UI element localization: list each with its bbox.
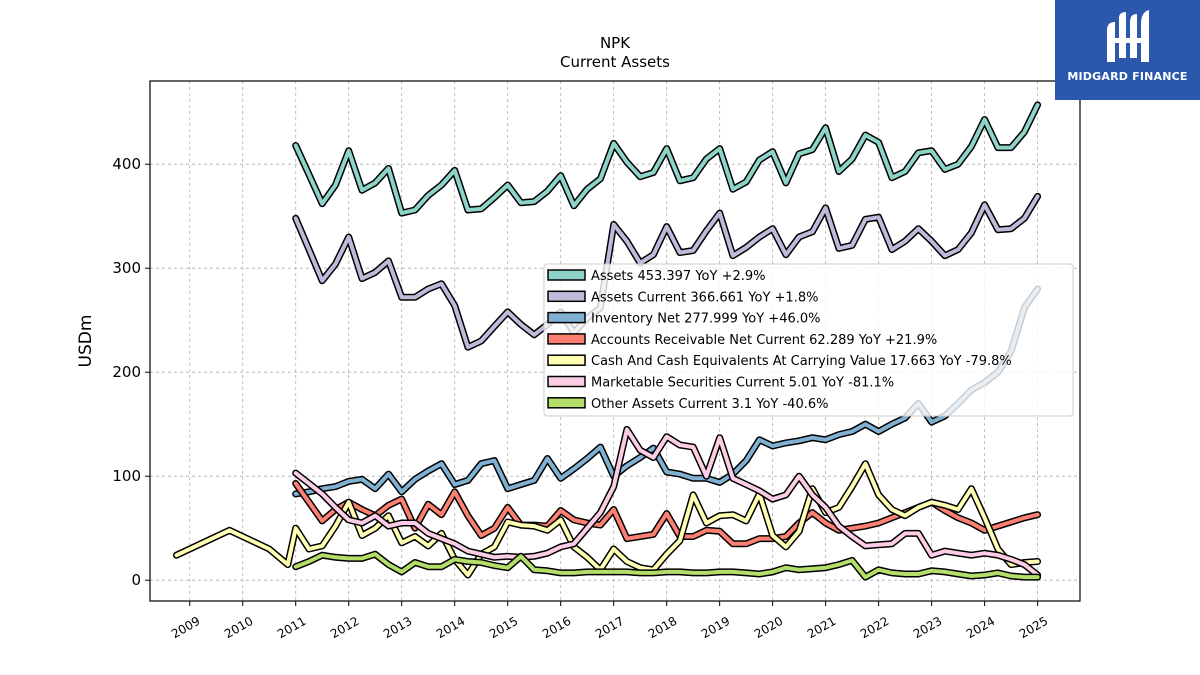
y-tick-label: 300	[112, 259, 141, 277]
series-line-cash-and-cash-equivalents-at-carrying-value	[174, 461, 1040, 577]
legend-swatch	[547, 269, 586, 281]
x-tick-label: 2020	[752, 614, 785, 641]
x-tick-label: 2025	[1017, 614, 1050, 641]
legend-box	[543, 263, 1074, 417]
x-tick-label: 2016	[540, 614, 573, 641]
legend-swatch	[547, 354, 586, 366]
legend-swatch	[547, 397, 586, 409]
legend-entry: Marketable Securities Current 5.01 YoY -…	[591, 376, 894, 391]
legend-entry: Accounts Receivable Net Current 62.289 Y…	[591, 333, 937, 348]
x-tick-label: 2022	[858, 614, 891, 641]
legend-swatch	[547, 375, 586, 388]
legend-entry: Inventory Net 277.999 YoY +46.0%	[591, 312, 821, 327]
series-line-accounts-receivable-net-current	[293, 481, 1040, 546]
x-tick-label: 2015	[487, 614, 520, 641]
legend-swatch	[547, 311, 586, 324]
y-axis-label: USDm	[76, 315, 96, 368]
x-tick-label: 2023	[911, 614, 944, 641]
x-tick-label: 2024	[964, 614, 997, 641]
legend-swatch	[547, 290, 586, 303]
legend-swatch	[547, 333, 586, 345]
series-line-other-assets-current	[293, 552, 1040, 580]
chart-subtitle: Current Assets	[560, 53, 670, 71]
x-tick-label: 2009	[169, 614, 202, 641]
x-tick-label: 2013	[381, 614, 414, 641]
x-tick-label: 2021	[805, 614, 838, 641]
y-tick-label: 100	[112, 467, 141, 485]
y-tick-label: 0	[131, 571, 141, 589]
chart-title: NPK	[600, 34, 631, 52]
x-tick-label: 2017	[593, 614, 626, 641]
brand-logo: MIDGARD FINANCE	[1055, 0, 1200, 100]
y-tick-label: 200	[112, 363, 141, 381]
series-line-assets-current	[293, 194, 1040, 350]
x-tick-label: 2012	[328, 614, 361, 641]
legend-entry: Other Assets Current 3.1 YoY -40.6%	[591, 397, 828, 412]
series-line-assets	[293, 102, 1040, 216]
x-tick-label: 2018	[646, 614, 679, 641]
midgard-logo-icon	[1107, 10, 1149, 62]
plot-frame	[149, 80, 1081, 602]
legend-entry: Assets 453.397 YoY +2.9%	[591, 269, 766, 284]
logo-text: MIDGARD FINANCE	[1067, 70, 1188, 83]
series-line-marketable-securities-current	[293, 427, 1040, 577]
x-tick-label: 2014	[434, 614, 467, 641]
x-tick-label: 2010	[222, 614, 255, 641]
y-tick-label: 400	[112, 155, 141, 173]
x-tick-label: 2011	[275, 614, 308, 641]
legend-entry: Cash And Cash Equivalents At Carrying Va…	[591, 354, 1012, 369]
legend: Assets 453.397 YoY +2.9% Assets Current 3…	[543, 263, 1074, 417]
legend-entry: Assets Current 366.661 YoY +1.8%	[591, 290, 818, 305]
x-tick-label: 2019	[699, 614, 732, 641]
